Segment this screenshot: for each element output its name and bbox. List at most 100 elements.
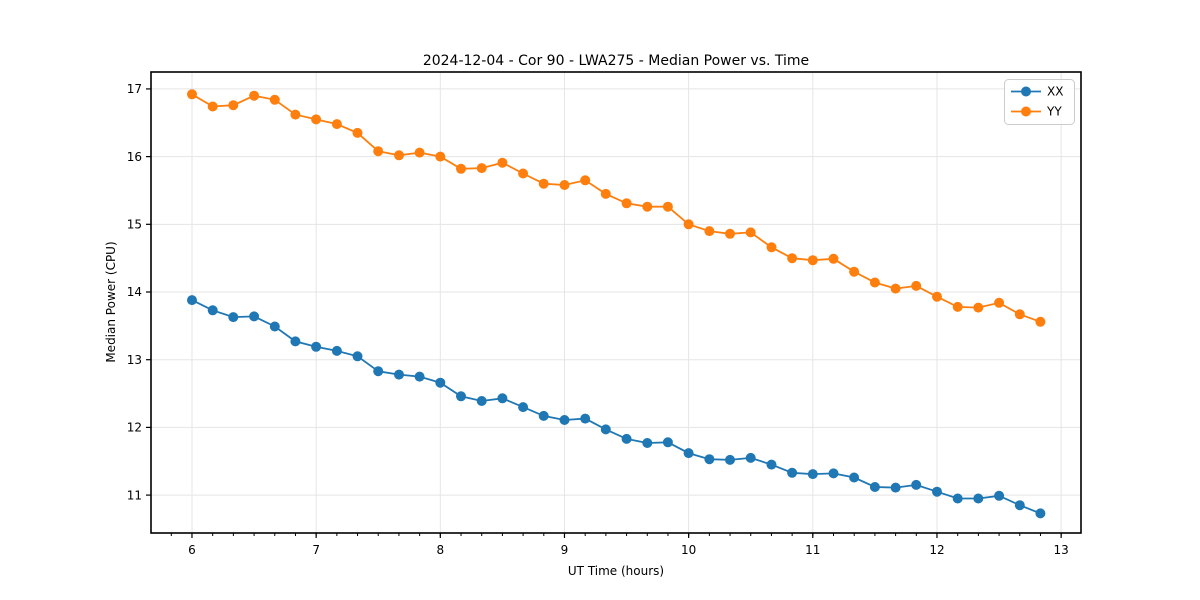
- data-point-yy: [373, 146, 384, 157]
- data-point-xx: [787, 467, 798, 478]
- data-point-yy: [518, 168, 529, 179]
- data-point-xx: [994, 490, 1005, 501]
- data-point-xx: [228, 312, 239, 323]
- legend-marker-xx: [1021, 86, 1031, 97]
- data-point-xx: [207, 305, 218, 316]
- x-axis-label: UT Time (hours): [568, 564, 664, 578]
- data-point-yy: [1014, 309, 1025, 320]
- data-point-xx: [414, 371, 425, 382]
- data-point-yy: [766, 242, 777, 253]
- legend: XX YY: [1004, 79, 1075, 125]
- data-point-xx: [331, 345, 342, 356]
- series-layer: [187, 89, 1046, 519]
- data-point-xx: [766, 459, 777, 470]
- data-point-xx: [662, 437, 673, 448]
- data-point-yy: [869, 277, 880, 288]
- x-tick-label: 11: [805, 543, 820, 557]
- legend-label-xx: XX: [1047, 85, 1063, 99]
- x-tick-label: 13: [1053, 543, 1068, 557]
- data-point-yy: [662, 201, 673, 212]
- data-point-yy: [932, 291, 942, 302]
- data-point-yy: [621, 198, 632, 209]
- x-tick-label: 8: [436, 543, 444, 557]
- data-point-xx: [1014, 500, 1025, 511]
- data-point-yy: [538, 178, 549, 189]
- data-point-yy: [807, 255, 818, 266]
- data-point-yy: [683, 219, 694, 230]
- data-point-yy: [331, 119, 342, 130]
- data-point-xx: [394, 369, 404, 380]
- axes-border: [150, 71, 1082, 534]
- data-point-xx: [683, 448, 694, 459]
- y-tick-label: 15: [127, 218, 142, 232]
- data-point-xx: [187, 295, 197, 306]
- x-tick-label: 10: [681, 543, 696, 557]
- data-point-yy: [311, 114, 322, 125]
- data-point-xx: [890, 482, 901, 493]
- y-tick-label: 14: [127, 285, 142, 299]
- data-point-yy: [828, 253, 839, 264]
- data-point-xx: [476, 396, 487, 406]
- data-point-xx: [704, 454, 715, 465]
- data-point-yy: [725, 228, 735, 239]
- data-point-xx: [269, 321, 280, 332]
- y-axis-label: Median Power (CPU): [104, 241, 118, 362]
- data-point-yy: [394, 150, 404, 161]
- data-point-yy: [456, 163, 466, 174]
- data-point-yy: [890, 283, 901, 294]
- data-point-xx: [497, 393, 508, 404]
- data-point-xx: [373, 366, 384, 377]
- data-point-xx: [973, 493, 984, 504]
- data-point-yy: [849, 266, 860, 277]
- chart-title: 2024-12-04 - Cor 90 - LWA275 - Median Po…: [423, 53, 809, 69]
- data-point-yy: [228, 100, 239, 111]
- x-tick-label: 12: [929, 543, 944, 557]
- data-point-yy: [745, 227, 756, 238]
- x-tick-label: 7: [312, 543, 320, 557]
- data-point-yy: [952, 301, 963, 312]
- tick-layer: 6 7 8 9 10 11 12 13 11 12 13 14 15 16 17: [127, 82, 1069, 557]
- data-point-xx: [249, 311, 260, 322]
- data-point-xx: [600, 424, 611, 435]
- y-tick-label: 13: [127, 353, 142, 367]
- data-point-xx: [435, 377, 446, 388]
- data-point-yy: [435, 151, 446, 162]
- y-tick-label: 17: [127, 82, 142, 96]
- data-point-xx: [559, 415, 570, 425]
- data-point-yy: [642, 201, 653, 212]
- data-point-yy: [911, 280, 922, 291]
- data-point-xx: [290, 336, 301, 347]
- y-tick-label: 16: [127, 150, 142, 164]
- data-point-xx: [745, 452, 756, 463]
- data-point-yy: [187, 89, 197, 100]
- data-point-yy: [207, 101, 218, 112]
- data-point-yy: [352, 127, 363, 138]
- data-point-xx: [725, 454, 735, 465]
- data-point-yy: [497, 157, 508, 168]
- data-point-xx: [828, 468, 839, 479]
- data-point-xx: [538, 410, 549, 421]
- data-point-yy: [704, 226, 715, 237]
- data-point-xx: [518, 402, 529, 413]
- legend-box: [1004, 79, 1075, 125]
- data-point-xx: [580, 413, 591, 424]
- data-point-yy: [787, 253, 798, 264]
- data-point-xx: [621, 433, 632, 444]
- data-point-yy: [559, 180, 570, 190]
- data-point-yy: [994, 297, 1005, 308]
- data-point-yy: [476, 163, 487, 174]
- data-point-xx: [849, 472, 860, 483]
- data-point-yy: [249, 90, 260, 101]
- data-point-yy: [600, 188, 611, 199]
- data-point-xx: [352, 351, 363, 362]
- data-point-yy: [973, 302, 984, 313]
- data-point-xx: [911, 479, 922, 490]
- data-point-yy: [290, 109, 301, 120]
- y-tick-label: 12: [127, 421, 142, 435]
- data-point-xx: [456, 391, 466, 402]
- grid-layer: [151, 72, 1081, 533]
- y-tick-label: 11: [127, 488, 142, 502]
- data-point-xx: [932, 486, 942, 497]
- legend-marker-yy: [1021, 106, 1031, 117]
